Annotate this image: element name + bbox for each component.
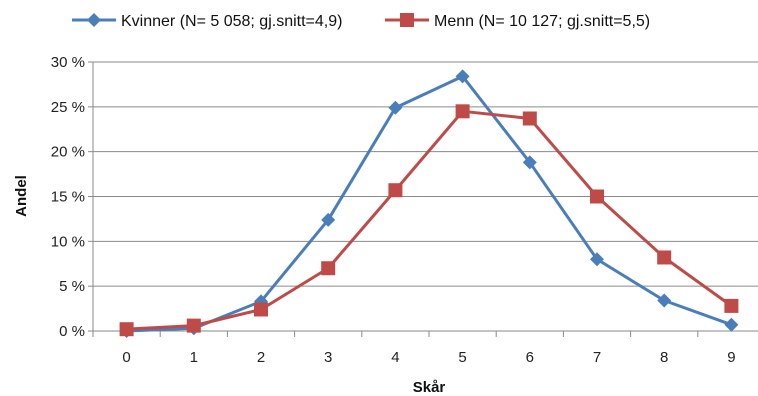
data-point [657, 293, 672, 308]
y-tick-label: 20 % [51, 144, 85, 161]
y-tick-label: 25 % [51, 99, 85, 116]
legend-label: Kvinner (N= 5 058; gj.snitt=4,9) [121, 13, 342, 30]
data-point [657, 250, 672, 265]
y-tick-labels: 0 % 5 % 10 % 15 % 20 % 25 % 30 % [51, 54, 85, 340]
data-point [590, 252, 604, 267]
series-line [126, 74, 732, 333]
data-point [186, 318, 201, 333]
y-axis-title: Andel [13, 175, 30, 217]
data-point [388, 100, 403, 115]
data-point [254, 302, 268, 317]
x-tick-label: 0 [122, 349, 130, 366]
legend-marker [87, 13, 101, 27]
axes [88, 61, 758, 337]
data-point [522, 155, 537, 170]
x-tick-label: 8 [660, 349, 668, 366]
legend-marker [400, 13, 414, 27]
legend-item: Kvinner (N= 5 058; gj.snitt=4,9) [72, 13, 342, 30]
data-point [590, 189, 604, 204]
x-tick-label: 6 [526, 349, 534, 366]
x-tick-label: 3 [324, 349, 332, 366]
series-group [119, 69, 739, 338]
x-tick-labels: 0 1 2 3 4 5 6 7 8 9 [122, 349, 735, 366]
data-point [321, 212, 336, 227]
x-tick-label: 5 [458, 349, 466, 366]
data-point [522, 111, 537, 126]
y-tick-label: 0 % [59, 323, 85, 340]
series-2 [119, 104, 739, 337]
series-line [126, 109, 733, 331]
data-point [455, 69, 470, 84]
x-axis-title: Skår [413, 379, 446, 396]
x-tick-label: 9 [727, 349, 735, 366]
series-1 [119, 69, 739, 338]
data-point [724, 317, 739, 332]
data-point [321, 261, 336, 276]
y-tick-label: 10 % [51, 233, 85, 250]
legend: Kvinner (N= 5 058; gj.snitt=4,9) Menn (N=… [72, 13, 650, 30]
y-tick-label: 5 % [59, 278, 85, 295]
legend-label: Menn (N= 10 127; gj.snitt=5,5) [434, 13, 650, 30]
legend-item: Menn (N= 10 127; gj.snitt=5,5) [385, 13, 650, 30]
data-point [119, 322, 134, 337]
y-tick-label: 30 % [51, 54, 85, 71]
y-tick-label: 15 % [51, 189, 85, 206]
x-tick-label: 2 [257, 349, 265, 366]
x-tick-label: 1 [190, 349, 198, 366]
data-point [724, 298, 739, 313]
x-tick-label: 4 [391, 349, 399, 366]
data-point [388, 183, 403, 198]
data-point [455, 104, 470, 119]
x-tick-label: 7 [593, 349, 601, 366]
